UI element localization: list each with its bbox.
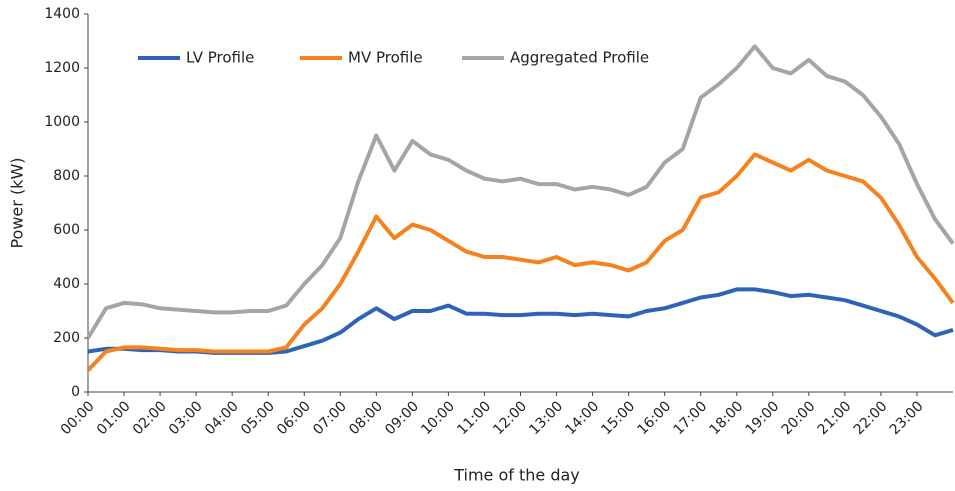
- y-tick-label: 1000: [44, 114, 80, 130]
- x-tick-label: 08:00: [346, 398, 386, 438]
- y-tick-label: 600: [53, 222, 80, 238]
- x-tick-label: 18:00: [707, 398, 747, 438]
- x-tick-label: 04:00: [202, 398, 242, 438]
- x-tick-label: 17:00: [671, 398, 711, 438]
- x-axis-label: Time of the day: [453, 466, 580, 485]
- x-tick-label: 20:00: [779, 398, 819, 438]
- line-series: [86, 44, 955, 340]
- y-tick-label: 800: [53, 168, 80, 184]
- x-tick-label: 01:00: [94, 398, 134, 438]
- x-tick-label: 02:00: [130, 398, 170, 438]
- x-tick-label: 13:00: [526, 398, 566, 438]
- line-series: [87, 287, 954, 355]
- legend-label: MV Profile: [348, 49, 423, 67]
- x-tick-label: 07:00: [310, 398, 350, 438]
- x-tick-label: 19:00: [743, 398, 783, 438]
- x-tick-label: 00:00: [58, 398, 98, 438]
- y-tick-label: 400: [53, 276, 80, 292]
- x-tick-label: 15:00: [598, 398, 638, 438]
- x-tick-label: 16:00: [634, 398, 674, 438]
- x-tick-label: 10:00: [418, 398, 458, 438]
- x-tick-label: 09:00: [382, 398, 422, 438]
- line-series: [86, 152, 955, 372]
- y-tick-label: 1400: [44, 6, 80, 22]
- y-tick-label: 200: [53, 330, 80, 346]
- x-tick-label: 03:00: [166, 398, 206, 438]
- x-tick-label: 11:00: [454, 398, 494, 438]
- y-tick-label: 1200: [44, 60, 80, 76]
- y-tick-label: 0: [71, 384, 80, 400]
- y-axis-label: Power (kW): [8, 157, 27, 248]
- x-tick-label: 21:00: [815, 398, 855, 438]
- x-tick-label: 06:00: [274, 398, 314, 438]
- legend-label: Aggregated Profile: [510, 49, 649, 67]
- x-tick-label: 14:00: [562, 398, 602, 438]
- x-tick-label: 22:00: [851, 398, 891, 438]
- x-tick-label: 05:00: [238, 398, 278, 438]
- x-tick-label: 23:00: [887, 398, 927, 438]
- x-tick-label: 12:00: [490, 398, 530, 438]
- legend-label: LV Profile: [186, 49, 254, 67]
